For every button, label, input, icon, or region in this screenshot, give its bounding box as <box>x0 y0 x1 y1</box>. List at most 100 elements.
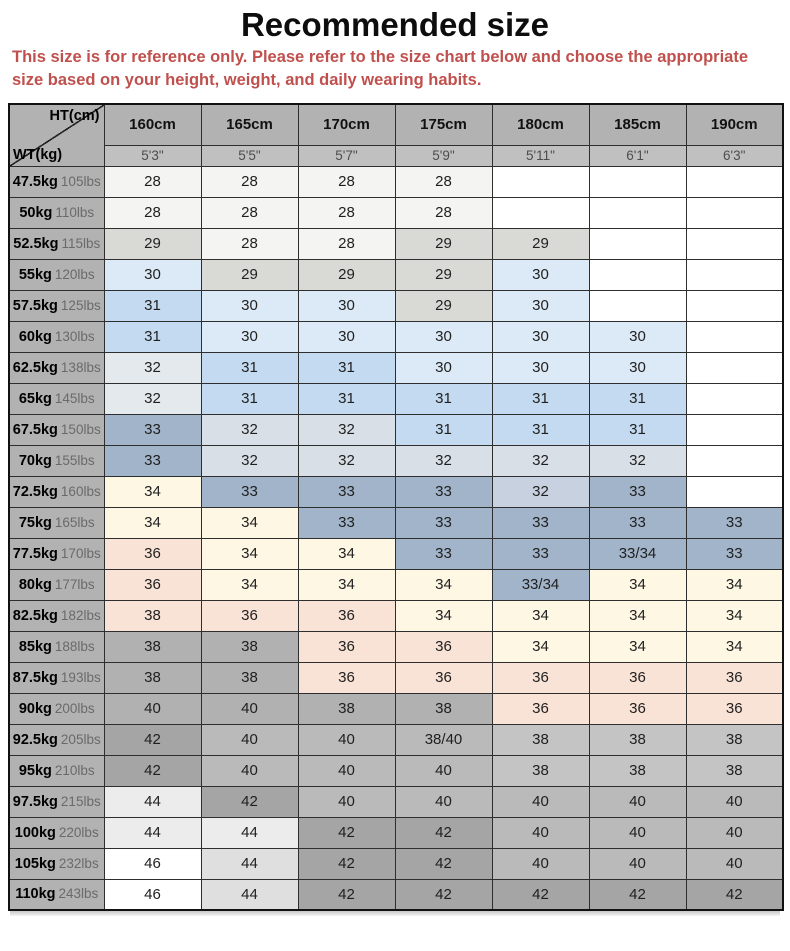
size-cell: 38 <box>103 630 202 663</box>
size-cell: 34 <box>103 475 202 508</box>
size-cell: 30 <box>588 351 687 384</box>
size-cell: 46 <box>103 847 202 880</box>
size-cell: 29 <box>394 258 493 291</box>
size-cell <box>588 258 687 291</box>
row-weight-lbs: 155lbs <box>54 452 95 468</box>
size-cell: 32 <box>491 475 590 508</box>
size-cell: 38 <box>200 630 299 663</box>
size-cell: 30 <box>200 289 299 322</box>
size-cell: 33 <box>200 475 299 508</box>
row-weight-lbs: 188lbs <box>54 638 95 654</box>
table-row: 47.5kg 105lbs 28 28 28 28 <box>8 165 784 198</box>
row-label: 55kg 120lbs <box>8 258 105 291</box>
row-label: 90kg 200lbs <box>8 692 105 725</box>
size-cell: 34 <box>588 599 687 632</box>
row-weight-kg: 55kg <box>18 266 52 283</box>
row-weight-kg: 75kg <box>18 514 52 531</box>
size-cell: 36 <box>685 661 784 694</box>
row-label: 50kg 110lbs <box>8 196 105 229</box>
size-cell <box>588 227 687 260</box>
row-weight-lbs: 205lbs <box>60 731 101 747</box>
size-cell: 33 <box>394 506 493 539</box>
row-weight-kg: 90kg <box>18 700 52 717</box>
size-cell: 28 <box>297 227 396 260</box>
row-label: 85kg 188lbs <box>8 630 105 663</box>
table-row: 62.5kg 138lbs 32 31 31 30 30 30 <box>8 351 784 384</box>
size-cell: 33 <box>588 506 687 539</box>
size-cell: 40 <box>685 816 784 849</box>
corner-cell: HT(cm) WT(kg) <box>8 103 105 167</box>
size-cell: 40 <box>200 723 299 756</box>
row-weight-kg: 87.5kg <box>12 669 58 686</box>
col-header-cm: 165cm <box>200 103 299 146</box>
size-cell: 30 <box>394 320 493 353</box>
size-cell: 42 <box>297 878 396 911</box>
table-row: 70kg 155lbs 33 32 32 32 32 32 <box>8 444 784 477</box>
table-row: 105kg 232lbs 46 44 42 42 40 40 40 <box>8 847 784 880</box>
row-label: 80kg 177lbs <box>8 568 105 601</box>
page-title: Recommended size <box>240 6 550 43</box>
size-cell: 34 <box>394 568 493 601</box>
size-cell: 28 <box>103 165 202 198</box>
size-cell <box>588 196 687 229</box>
row-weight-kg: 70kg <box>18 452 52 469</box>
size-cell: 34 <box>297 537 396 570</box>
size-cell: 31 <box>103 320 202 353</box>
disclaimer-text: This size is for reference only. Please … <box>12 48 748 89</box>
row-weight-lbs: 150lbs <box>60 421 101 437</box>
size-cell: 34 <box>394 599 493 632</box>
size-cell: 40 <box>491 847 590 880</box>
size-cell <box>685 289 784 322</box>
size-cell: 40 <box>685 785 784 818</box>
size-cell: 28 <box>394 196 493 229</box>
row-label: 70kg 155lbs <box>8 444 105 477</box>
size-cell: 31 <box>394 413 493 446</box>
size-cell: 34 <box>491 630 590 663</box>
table-row: 67.5kg 150lbs 33 32 32 31 31 31 <box>8 413 784 446</box>
size-cell <box>685 382 784 415</box>
size-cell: 31 <box>588 382 687 415</box>
col-header-ft: 5'11" <box>491 144 590 167</box>
row-label: 60kg 130lbs <box>8 320 105 353</box>
size-cell: 34 <box>200 506 299 539</box>
size-cell: 34 <box>588 568 687 601</box>
row-weight-kg: 52.5kg <box>13 235 59 252</box>
size-cell: 40 <box>491 816 590 849</box>
size-cell: 34 <box>588 630 687 663</box>
row-weight-lbs: 200lbs <box>54 700 95 716</box>
size-cell: 36 <box>685 692 784 725</box>
row-weight-kg: 92.5kg <box>12 731 58 748</box>
col-header-ft: 5'9" <box>394 144 493 167</box>
size-cell: 36 <box>588 661 687 694</box>
row-label: 87.5kg 193lbs <box>8 661 105 694</box>
row-label: 77.5kg 170lbs <box>8 537 105 570</box>
size-cell: 34 <box>491 599 590 632</box>
size-cell: 38 <box>394 692 493 725</box>
row-label: 75kg 165lbs <box>8 506 105 539</box>
row-weight-lbs: 232lbs <box>58 855 99 871</box>
col-header-cm: 160cm <box>103 103 202 146</box>
row-weight-kg: 95kg <box>18 762 52 779</box>
row-label: 72.5kg 160lbs <box>8 475 105 508</box>
table-row: 72.5kg 160lbs 34 33 33 33 32 33 <box>8 475 784 508</box>
height-axis-label: HT(cm) <box>49 108 100 124</box>
col-header-ft: 5'3" <box>103 144 202 167</box>
size-cell: 29 <box>200 258 299 291</box>
size-cell: 30 <box>394 351 493 384</box>
size-cell: 30 <box>297 320 396 353</box>
size-cell: 31 <box>200 351 299 384</box>
size-cell: 33 <box>297 475 396 508</box>
row-weight-lbs: 120lbs <box>54 266 95 282</box>
row-weight-kg: 85kg <box>18 638 52 655</box>
size-cell: 32 <box>588 444 687 477</box>
size-cell: 40 <box>588 847 687 880</box>
size-cell: 36 <box>103 568 202 601</box>
size-cell: 32 <box>297 444 396 477</box>
size-cell: 44 <box>103 785 202 818</box>
table-row: 60kg 130lbs 31 30 30 30 30 30 <box>8 320 784 353</box>
size-cell: 33 <box>394 537 493 570</box>
col-header-ft: 6'3" <box>685 144 784 167</box>
size-cell: 42 <box>588 878 687 911</box>
size-cell: 31 <box>491 382 590 415</box>
row-weight-lbs: 210lbs <box>54 762 95 778</box>
